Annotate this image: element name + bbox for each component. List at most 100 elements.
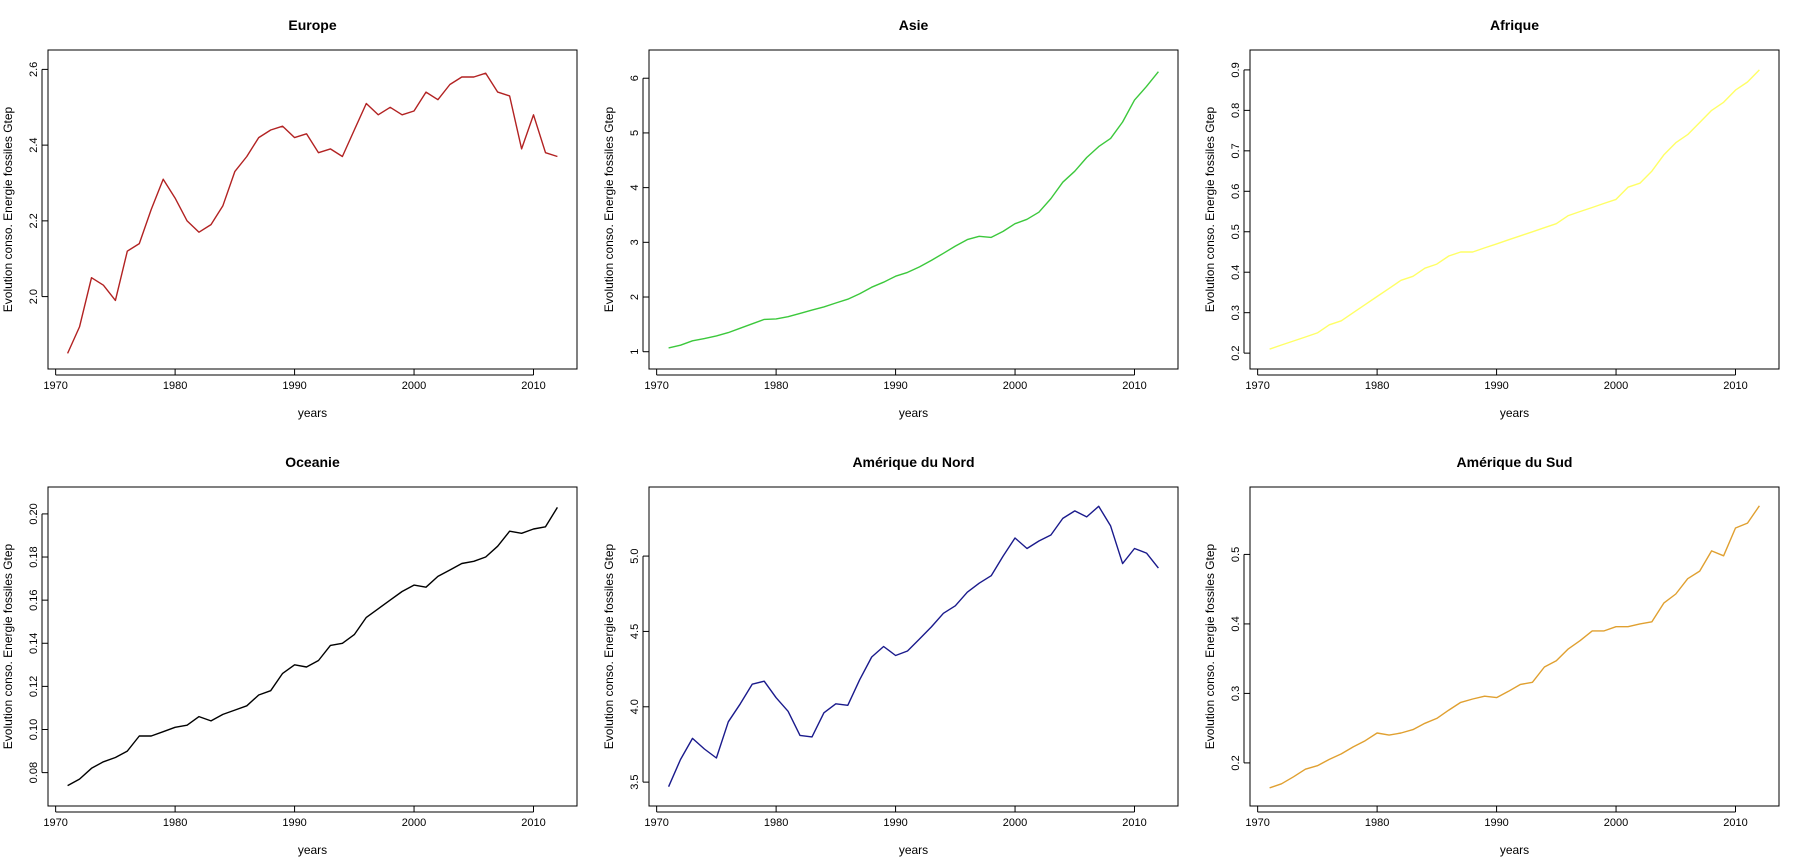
data-point [692,737,694,739]
data-point [401,591,403,593]
panel-afrique: Afrique 1970 1980 1990 2000 2010 years 0.2 0.3 0.… [1203,17,1780,420]
series-line-amerique-du-sud [1269,505,1760,789]
data-point [258,694,260,696]
data-point [485,72,487,74]
data-point [1472,251,1474,253]
data-point [1074,510,1076,512]
data-point [859,679,861,681]
data-point [102,284,104,286]
data-point [1675,593,1677,595]
y-tick-label: 3.5 [629,774,641,789]
data-point [1134,99,1136,101]
data-point [1627,626,1629,628]
data-point [1281,344,1283,346]
data-point [186,724,188,726]
data-point [1388,734,1390,736]
data-point [823,306,825,308]
x-tick-label: 2010 [1122,380,1146,392]
y-tick-label: 5.0 [629,548,641,563]
data-point [246,705,248,707]
y-tick-label: 4 [629,185,641,191]
x-tick-label: 1980 [163,817,187,829]
data-point [930,259,932,261]
data-point [1110,525,1112,527]
y-tick-label: 0.7 [1230,143,1242,158]
data-point [751,323,753,325]
y-tick-label: 0.9 [1230,62,1242,77]
data-point [473,76,475,78]
data-point [966,591,968,593]
data-point [377,114,379,116]
data-point [1675,142,1677,144]
data-point [1328,324,1330,326]
y-tick-label: 3 [629,239,641,245]
data-point [1424,722,1426,724]
data-point [859,293,861,295]
data-point [966,239,968,241]
x-tick-label: 1990 [883,817,907,829]
x-axis-label: years [298,406,327,420]
series-line-afrique [1269,69,1760,350]
data-point [703,748,705,750]
y-tick-label: 2.4 [28,137,40,152]
y-tick-label: 2.0 [28,289,40,304]
data-point [1627,186,1629,188]
data-point [680,344,682,346]
panel-amerique-du-nord: Amérique du Nord 1970 1980 1990 2000 2010 year… [602,454,1179,857]
data-point [1448,709,1450,711]
data-point [1014,223,1016,225]
data-point [353,129,355,131]
data-point [715,757,717,759]
data-point [954,245,956,247]
data-point [461,76,463,78]
panel-title: Oceanie [285,454,340,470]
data-point [1711,109,1713,111]
data-point [1293,776,1295,778]
data-point [715,335,717,337]
data-point [919,266,921,268]
data-point [413,110,415,112]
x-tick-label: 1980 [764,380,788,392]
data-point [497,545,499,547]
data-point [210,224,212,226]
data-point [91,767,93,769]
data-point [823,712,825,714]
data-point [1122,563,1124,565]
data-point [739,703,741,705]
data-point [533,528,535,530]
data-point [787,316,789,318]
data-point [150,209,152,211]
data-point [1603,202,1605,204]
data-point [811,736,813,738]
data-point [871,656,873,658]
data-point [1157,71,1159,73]
data-point [775,318,777,320]
series-line-europe [66,72,558,354]
y-axis-label: Evolution conso. Energie fossiles Gtep [1203,543,1217,749]
data-point [473,560,475,562]
data-point [1520,235,1522,237]
data-point [449,84,451,86]
data-point [329,148,331,150]
data-point [210,720,212,722]
x-tick-label: 2010 [521,817,545,829]
data-point [329,644,331,646]
x-tick-label: 1990 [282,817,306,829]
data-point [1328,758,1330,760]
data-point [739,327,741,329]
data-point [835,703,837,705]
data-point [1436,717,1438,719]
data-point [1098,146,1100,148]
data-point [294,664,296,666]
data-point [294,137,296,139]
data-point [377,608,379,610]
x-axis-label: years [899,406,928,420]
data-point [1651,170,1653,172]
x-axis-label: years [1500,843,1529,857]
data-point [413,584,415,586]
data-point [775,697,777,699]
data-point [1543,227,1545,229]
y-tick-label: 0.8 [1230,103,1242,118]
data-point [1687,134,1689,136]
data-point [1603,630,1605,632]
